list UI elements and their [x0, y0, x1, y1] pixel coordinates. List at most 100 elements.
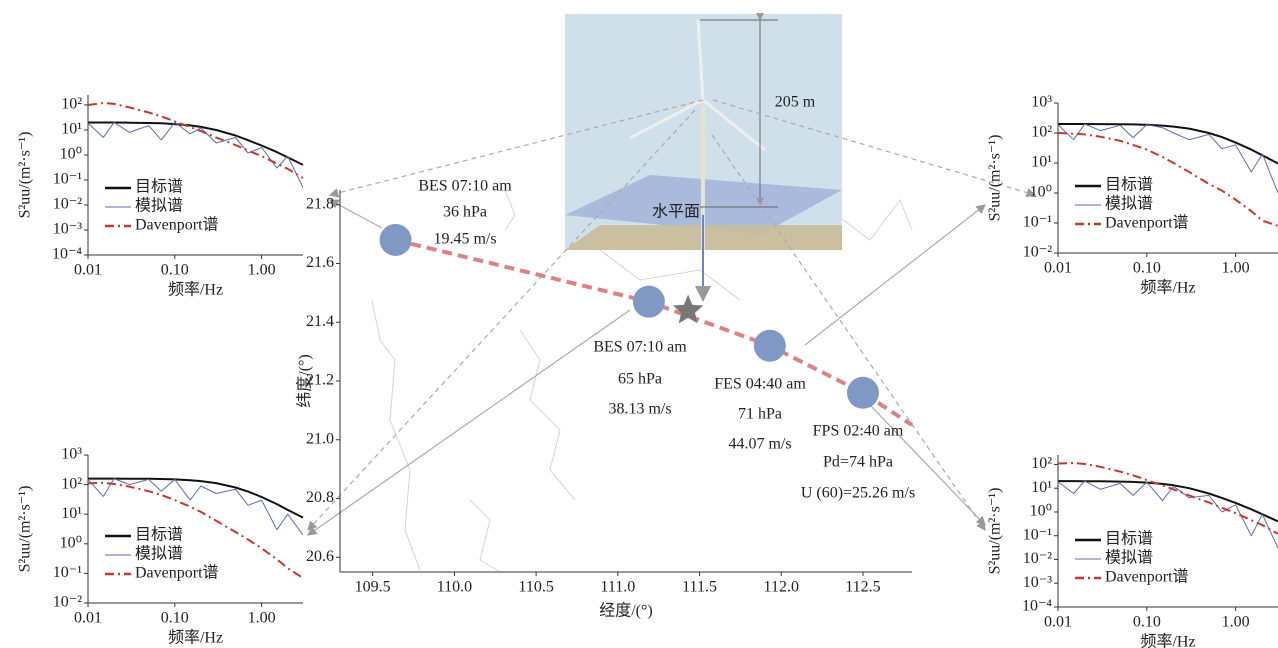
y-tick-label: 21.6	[306, 254, 334, 271]
x-tick-label: 1.00	[1222, 614, 1250, 631]
y-tick-label: 10⁻³	[1023, 574, 1052, 591]
x-axis-label: 频率/Hz	[1140, 279, 1195, 297]
x-tick-label: 110.5	[518, 579, 553, 596]
y-tick-label: 10⁻⁴	[1022, 598, 1052, 615]
legend-label: 目标谱	[135, 526, 183, 544]
y-axis-label: S²uu/(m²·s⁻¹)	[17, 486, 34, 573]
y-tick-label: 10⁻³	[53, 221, 82, 238]
x-tick-label: 0.10	[1133, 260, 1161, 277]
y-axis-label: S²uu/(m²·s⁻¹)	[987, 135, 1004, 222]
point	[380, 224, 412, 256]
y-tick-label: 21.4	[306, 313, 334, 330]
legend-label: 目标谱	[1105, 530, 1153, 548]
annotation: 71 hPa	[738, 406, 782, 423]
y-tick-label: 10⁻²	[1023, 244, 1052, 261]
y-axis-label: 纬度/(°)	[296, 354, 314, 408]
legend-label: 模拟谱	[135, 545, 183, 563]
x-axis-label: 经度/(°)	[599, 602, 653, 620]
legend-label: Davenport谱	[1105, 214, 1189, 232]
annotation: 36 hPa	[443, 204, 487, 221]
y-tick-label: 21.8	[306, 195, 334, 212]
legend-label: 目标谱	[1105, 176, 1153, 194]
x-tick-label: 112.0	[764, 579, 799, 596]
series-line	[88, 103, 303, 178]
annotation: 水平面	[652, 203, 700, 221]
annotation: 205 m	[775, 94, 816, 111]
legend-label: 模拟谱	[1105, 549, 1153, 567]
x-axis-label: 频率/Hz	[168, 281, 223, 299]
x-tick-label: 1.00	[248, 610, 276, 627]
y-tick-label: 10¹	[61, 505, 82, 522]
y-tick-label: 10⁰	[1030, 503, 1052, 520]
y-tick-label: 10²	[61, 96, 82, 113]
x-tick-label: 1.00	[248, 262, 276, 279]
y-tick-label: 10⁻⁴	[52, 246, 82, 263]
y-tick-label: 10⁻¹	[1023, 214, 1052, 231]
legend-label: Davenport谱	[135, 564, 219, 582]
point	[754, 330, 786, 362]
series-line	[1058, 481, 1278, 548]
x-tick-label: 0.10	[1133, 614, 1161, 631]
x-tick-label: 0.10	[161, 610, 189, 627]
annotation: 65 hPa	[618, 371, 662, 388]
y-tick-label: 10²	[1031, 455, 1052, 472]
x-tick-label: 0.01	[1044, 614, 1072, 631]
annotation: 44.07 m/s	[728, 436, 791, 453]
x-tick-label: 110.0	[437, 579, 472, 596]
y-tick-label: 10⁰	[60, 146, 82, 163]
point	[633, 286, 665, 318]
annotation: Pd=74 hPa	[823, 454, 893, 471]
y-tick-label: 10⁻¹	[53, 171, 82, 188]
series-line	[396, 240, 912, 425]
y-axis-label: S²uu/(m²·s⁻¹)	[987, 488, 1004, 575]
y-tick-label: 10⁰	[60, 534, 82, 551]
series-line	[88, 122, 303, 187]
annotation: 19.45 m/s	[433, 231, 496, 248]
x-tick-label: 112.5	[845, 579, 880, 596]
x-axis-label: 频率/Hz	[168, 629, 223, 647]
x-tick-label: 111.0	[600, 579, 635, 596]
y-tick-label: 10⁻²	[1023, 550, 1052, 567]
legend-label: 模拟谱	[135, 197, 183, 215]
annotation: BES 07:10 am	[593, 339, 687, 356]
x-tick-label: 109.5	[355, 579, 391, 596]
x-tick-label: 0.01	[1044, 260, 1072, 277]
annotation: 38.13 m/s	[608, 401, 671, 418]
x-tick-label: 0.10	[161, 262, 189, 279]
y-tick-label: 20.6	[306, 548, 334, 565]
y-tick-label: 10⁻¹	[53, 564, 82, 581]
annotation: FES 04:40 am	[714, 376, 806, 393]
y-tick-label: 10¹	[61, 121, 82, 138]
y-axis-label: S²uu/(m²·s⁻¹)	[17, 132, 34, 219]
point	[847, 377, 879, 409]
y-tick-label: 10¹	[1031, 154, 1052, 171]
legend-label: 目标谱	[135, 178, 183, 196]
y-tick-label: 10³	[1031, 94, 1052, 111]
turbine-diagram	[565, 14, 842, 300]
y-tick-label: 10⁻¹	[1023, 526, 1052, 543]
series-line	[1058, 481, 1278, 521]
annotation: U (60)=25.26 m/s	[801, 485, 915, 502]
annotation: BES 07:10 am	[418, 178, 512, 195]
x-tick-label: 1.00	[1222, 260, 1250, 277]
legend-label: Davenport谱	[135, 216, 219, 234]
y-tick-label: 10⁰	[1030, 184, 1052, 201]
y-tick-label: 10⁻²	[53, 594, 82, 611]
legend-label: Davenport谱	[1105, 568, 1189, 586]
y-tick-label: 10⁻²	[53, 196, 82, 213]
x-axis-label: 频率/Hz	[1140, 633, 1195, 648]
y-tick-label: 20.8	[306, 489, 334, 506]
x-tick-label: 111.5	[682, 579, 717, 596]
figure: 20.620.821.021.221.421.621.8109.5110.011…	[0, 0, 1278, 648]
x-tick-label: 0.01	[74, 262, 102, 279]
y-tick-label: 10²	[61, 475, 82, 492]
annotation: FPS 02:40 am	[813, 423, 904, 440]
y-tick-label: 10²	[1031, 124, 1052, 141]
y-tick-label: 10³	[61, 446, 82, 463]
legend-label: 模拟谱	[1105, 195, 1153, 213]
series-line	[88, 123, 303, 165]
y-tick-label: 10¹	[1031, 479, 1052, 496]
y-tick-label: 21.0	[306, 430, 334, 447]
x-tick-label: 0.01	[74, 610, 102, 627]
series-line	[88, 479, 303, 535]
